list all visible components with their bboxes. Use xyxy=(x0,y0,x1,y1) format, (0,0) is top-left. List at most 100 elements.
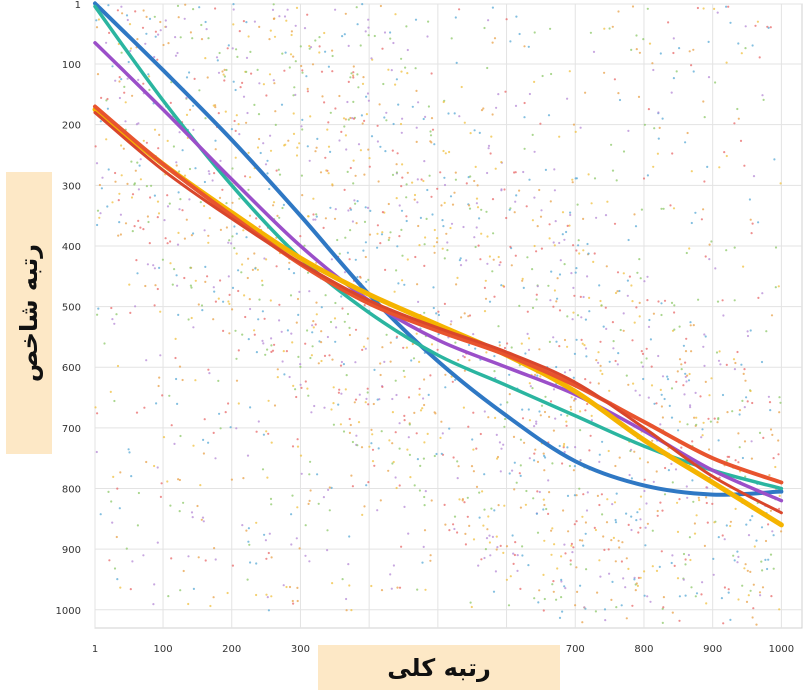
scatter-point xyxy=(574,130,577,133)
scatter-point xyxy=(354,398,358,401)
scatter-point xyxy=(643,570,646,573)
scatter-point xyxy=(601,513,604,516)
scatter-point xyxy=(498,341,501,344)
scatter-point xyxy=(685,485,688,488)
scatter-point xyxy=(401,279,404,282)
scatter-point xyxy=(182,501,185,504)
scatter-point xyxy=(442,225,445,228)
scatter-point xyxy=(485,210,488,213)
scatter-point xyxy=(280,330,283,333)
scatter-point xyxy=(611,25,614,28)
scatter-point xyxy=(395,171,398,174)
scatter-point xyxy=(544,456,547,459)
scatter-point xyxy=(765,330,768,333)
scatter-point xyxy=(690,350,693,353)
scatter-point xyxy=(309,489,312,492)
scatter-point xyxy=(507,604,511,607)
scatter-point xyxy=(692,324,695,327)
scatter-point xyxy=(95,162,99,165)
scatter-point xyxy=(435,312,438,315)
scatter-point xyxy=(308,47,311,50)
scatter-point xyxy=(309,460,312,463)
scatter-point xyxy=(430,117,434,120)
scatter-point xyxy=(453,515,457,518)
scatter-point xyxy=(167,42,170,45)
scatter-point xyxy=(491,270,494,273)
scatter-point xyxy=(121,12,124,15)
scatter-point xyxy=(198,6,201,9)
scatter-point xyxy=(633,450,636,453)
scatter-point xyxy=(416,283,419,286)
scatter-point xyxy=(294,24,297,27)
scatter-point xyxy=(597,382,600,385)
scatter-point xyxy=(660,302,663,305)
scatter-point xyxy=(342,363,345,366)
scatter-point xyxy=(360,114,363,117)
scatter-point xyxy=(733,299,736,302)
scatter-point xyxy=(658,565,661,569)
scatter-point xyxy=(601,440,604,443)
scatter-point xyxy=(183,17,186,20)
scatter-point xyxy=(442,149,445,153)
scatter-point xyxy=(177,16,180,19)
scatter-point xyxy=(745,396,748,399)
scatter-point xyxy=(120,78,123,81)
scatter-point xyxy=(616,363,619,366)
scatter-point xyxy=(592,260,595,263)
scatter-point xyxy=(687,553,691,557)
scatter-point xyxy=(578,487,581,490)
scatter-point xyxy=(703,364,706,367)
scatter-point xyxy=(305,75,308,78)
scatter-point xyxy=(613,501,617,504)
scatter-point xyxy=(614,359,617,363)
scatter-point xyxy=(295,154,299,157)
scatter-point xyxy=(644,526,647,529)
scatter-point xyxy=(176,4,180,7)
scatter-point xyxy=(512,435,516,438)
scatter-point xyxy=(706,521,709,524)
scatter-point xyxy=(717,418,720,421)
scatter-point xyxy=(627,238,630,242)
scatter-point xyxy=(570,396,573,399)
scatter-point xyxy=(622,577,625,580)
scatter-point xyxy=(751,515,754,518)
scatter-point xyxy=(611,321,615,324)
scatter-point xyxy=(622,312,625,315)
scatter-point xyxy=(472,333,475,336)
scatter-point xyxy=(270,441,273,444)
scatter-point xyxy=(744,563,747,566)
scatter-point xyxy=(497,325,500,328)
scatter-point xyxy=(440,420,443,423)
scatter-point xyxy=(725,459,729,462)
scatter-point xyxy=(263,257,266,260)
scatter-point xyxy=(357,86,360,89)
scatter-point xyxy=(639,576,642,579)
scatter-point xyxy=(413,484,416,487)
scatter-point xyxy=(146,215,149,218)
scatter-point xyxy=(598,503,601,507)
scatter-point xyxy=(569,405,572,408)
scatter-point xyxy=(329,111,332,114)
scatter-point xyxy=(492,232,495,235)
scatter-point xyxy=(311,324,314,327)
scatter-point xyxy=(261,339,264,342)
y-tick-label: 500 xyxy=(62,303,81,314)
scatter-point xyxy=(171,283,174,286)
scatter-point xyxy=(635,582,638,585)
scatter-point xyxy=(120,144,123,147)
scatter-point xyxy=(561,211,565,214)
scatter-point xyxy=(320,306,323,309)
scatter-point xyxy=(543,503,546,507)
scatter-point xyxy=(343,271,347,274)
scatter-point xyxy=(204,20,207,24)
scatter-point xyxy=(538,490,541,494)
scatter-point xyxy=(590,202,593,205)
scatter-point xyxy=(159,495,162,498)
scatter-point xyxy=(473,129,476,132)
scatter-point xyxy=(616,290,619,293)
scatter-point xyxy=(508,472,511,475)
scatter-point xyxy=(667,21,670,24)
scatter-point xyxy=(407,396,411,399)
scatter-point xyxy=(607,449,610,453)
scatter-point xyxy=(487,147,490,150)
